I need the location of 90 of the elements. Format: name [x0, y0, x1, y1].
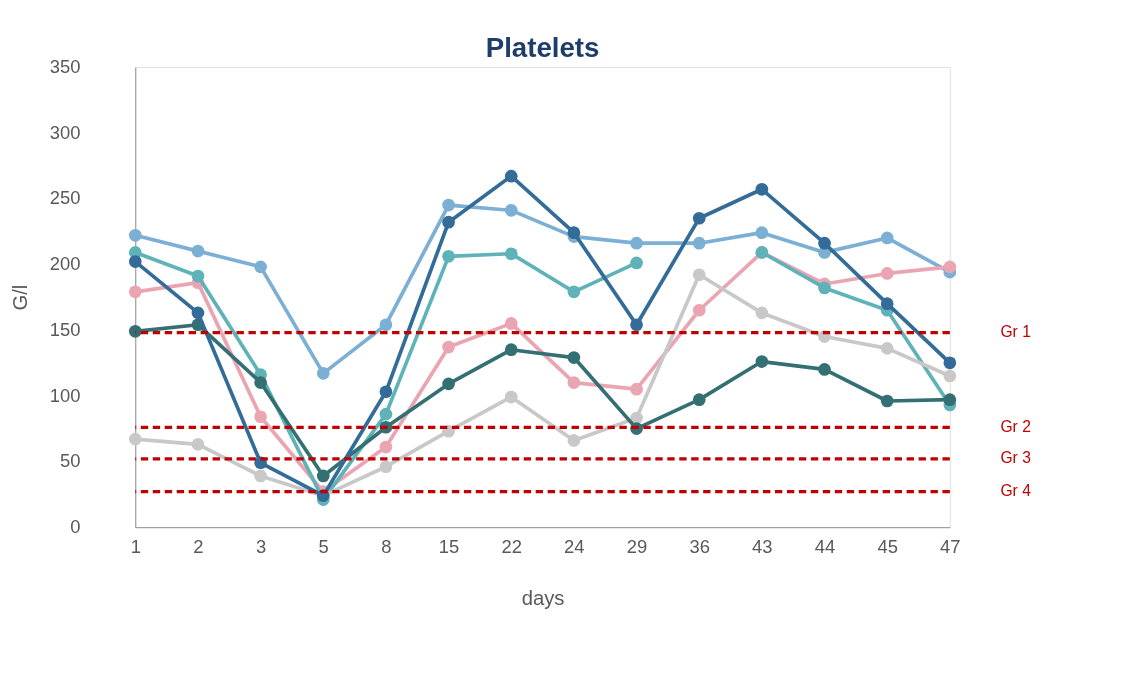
x-tick-label: 24 [564, 536, 585, 558]
point [943, 260, 957, 274]
x-tick-label: 47 [940, 536, 961, 558]
point [943, 393, 957, 406]
x-tick-label: 22 [501, 536, 522, 558]
chart-title: Platelets [485, 31, 600, 63]
point [191, 306, 205, 320]
point [818, 236, 831, 250]
x-tick-label: 2 [193, 536, 204, 558]
x-axis-title: days [521, 586, 565, 609]
point [128, 324, 142, 338]
point [504, 247, 518, 261]
ref-line-label: Gr 4 [1000, 482, 1032, 500]
y-tick-label: 150 [49, 318, 81, 340]
point [128, 255, 142, 268]
point [692, 268, 706, 282]
point [504, 169, 518, 183]
point [316, 367, 330, 380]
point [630, 236, 643, 250]
point [504, 204, 518, 217]
point [630, 318, 643, 332]
point [755, 226, 769, 240]
point [504, 343, 518, 357]
x-tick-label: 3 [255, 536, 267, 558]
point [630, 382, 643, 396]
point [567, 376, 581, 389]
y-tick-label: 50 [60, 450, 81, 472]
point [442, 340, 455, 354]
y-tick-label: 350 [49, 55, 81, 77]
y-tick-label: 300 [49, 121, 81, 143]
point [379, 440, 393, 454]
x-tick-label: 5 [318, 536, 329, 558]
point [630, 256, 643, 270]
point [818, 363, 831, 376]
x-tick-label: 45 [877, 536, 898, 558]
point [567, 285, 581, 299]
point [442, 377, 455, 391]
point [567, 434, 581, 447]
point [692, 211, 706, 225]
point [567, 226, 581, 240]
point [504, 317, 518, 330]
x-tick-label: 15 [438, 536, 460, 558]
point [880, 342, 894, 355]
point [379, 385, 393, 399]
x-tick-label: 36 [689, 536, 710, 558]
ref-line-label: Gr 2 [1000, 417, 1031, 435]
point [442, 250, 455, 263]
point [379, 318, 393, 332]
point [818, 281, 831, 295]
point [254, 376, 267, 389]
point [692, 236, 706, 250]
point [755, 182, 769, 196]
point [943, 369, 957, 383]
x-tick-label: 1 [130, 536, 141, 558]
x-tick-label: 44 [814, 536, 836, 558]
x-tick-label: 29 [626, 536, 648, 558]
x-tick-label: 8 [381, 536, 392, 558]
point [128, 285, 142, 299]
point [755, 355, 769, 368]
point [191, 438, 205, 451]
point [128, 432, 142, 446]
y-tick-label: 100 [49, 384, 81, 406]
point [254, 260, 267, 274]
point [880, 231, 894, 245]
point [880, 394, 894, 408]
y-tick-label: 0 [70, 516, 81, 538]
point [943, 356, 957, 370]
point [191, 244, 205, 258]
x-tick-label: 43 [752, 536, 773, 558]
point [442, 215, 455, 229]
point [191, 269, 205, 283]
point [379, 407, 393, 421]
point [567, 351, 581, 364]
point [880, 267, 894, 280]
point [755, 306, 769, 320]
point [254, 469, 267, 483]
ref-line-label: Gr 3 [1000, 449, 1031, 467]
point [254, 410, 267, 424]
point [692, 393, 706, 406]
point [316, 469, 330, 483]
point [379, 460, 393, 474]
y-axis-title: G/l [8, 284, 31, 311]
y-tick-label: 250 [49, 187, 81, 209]
y-tick-label: 200 [49, 253, 81, 275]
ref-line-label: Gr 1 [1000, 323, 1031, 341]
point [880, 297, 894, 311]
point [442, 198, 455, 212]
point [128, 228, 142, 242]
point [692, 303, 706, 317]
point [504, 390, 518, 404]
